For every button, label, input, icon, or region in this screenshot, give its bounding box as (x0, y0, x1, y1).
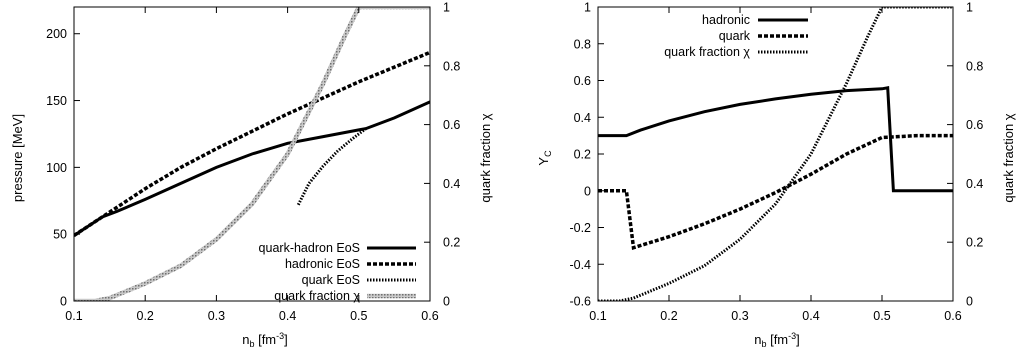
charge-series-quark-fraction (598, 7, 953, 301)
charge-y-tick-label: -0.2 (569, 221, 591, 235)
charge-y2-tick-label: 0.8 (966, 59, 983, 73)
pressure-y2-tick-label: 0.6 (443, 118, 460, 132)
pressure-x-tick-label: 0.2 (137, 309, 154, 323)
pressure-y2-tick-label: 0.8 (443, 59, 460, 73)
charge-y-axis-label: YC (536, 150, 553, 166)
pressure-series-quark-hadron-eos (74, 100, 430, 237)
charge-x-axis-label-unit: [fm (766, 332, 788, 347)
pressure-y-tick-label: 0 (60, 295, 67, 309)
legend-quark-hadron-eos: quark-hadron EoS (259, 241, 360, 255)
charge-x-tick-label: 0.5 (873, 309, 890, 323)
charge-x-tick-label: 0.4 (802, 309, 819, 323)
charge-y2-tick-label: 0.6 (966, 118, 983, 132)
charge-y-tick-label: 0 (584, 184, 591, 198)
charge-x-axis-label-sup: -3 (788, 331, 796, 341)
legend-quark-fraction: quark fraction χ (274, 289, 360, 303)
legend-quark-eos: quark EoS (302, 273, 360, 287)
charge-y2-axis-label: quark fraction χ (1001, 113, 1016, 202)
charge-y-axis-label-main: Y (536, 157, 551, 166)
charge-y-tick-label: 1 (584, 1, 591, 15)
charge-ticks-layer: 0.1 0.2 0.3 0.4 0.5 0.6 -0.6 -0.4 -0.2 0 0.2 0.4 0.6… (569, 1, 983, 324)
pressure-plot-frame (73, 6, 431, 302)
charge-y-tick-label: 0.2 (574, 148, 591, 162)
charge-x-axis-label-close: ] (796, 332, 800, 347)
pressure-x-axis-label-sup: -3 (276, 331, 284, 341)
pressure-series-quark-eos (296, 127, 367, 206)
legend-hadronic-eos: hadronic EoS (285, 257, 360, 271)
charge-y-axis-label-sub: C (543, 150, 553, 157)
charge-series-hadronic (598, 86, 953, 193)
charge-y-tick-label: 0.4 (574, 111, 591, 125)
charge-x-tick-label: 0.6 (944, 309, 961, 323)
charge-y2-tick-label: 0 (966, 295, 973, 309)
pressure-y2-axis-label: quark fraction χ (478, 113, 493, 202)
charge-series-quark (598, 133, 953, 250)
charge-y-tick-label: 0.6 (574, 74, 591, 88)
pressure-x-axis-label-close: ] (284, 332, 288, 347)
legend-quark-fraction-right: quark fraction χ (664, 45, 750, 59)
pressure-x-axis-label-unit: [fm (254, 332, 276, 347)
pressure-y2-tick-label: 0 (443, 295, 450, 309)
charge-x-axis-label: nb [fm-3] (754, 331, 800, 349)
pressure-y-tick-label: 200 (46, 27, 67, 41)
charge-x-tick-label: 0.3 (731, 309, 748, 323)
pressure-series-hadronic-eos (74, 50, 430, 237)
pressure-series-quark-fraction (74, 7, 430, 301)
pressure-x-tick-label: 0.6 (421, 309, 438, 323)
charge-y-tick-label: 0.8 (574, 37, 591, 51)
pressure-x-tick-label: 0.4 (279, 309, 296, 323)
pressure-y-tick-label: 100 (46, 161, 67, 175)
charge-x-tick-label: 0.1 (589, 309, 606, 323)
pressure-series-layer (74, 7, 430, 301)
charge-y2-tick-label: 1 (966, 1, 973, 15)
pressure-x-tick-label: 0.3 (208, 309, 225, 323)
charge-plot-frame (597, 6, 954, 302)
pressure-y2-tick-label: 1 (443, 1, 450, 15)
pressure-y-axis-label: pressure [MeV] (10, 114, 25, 202)
charge-y-tick-label: -0.4 (569, 258, 591, 272)
charge-y2-tick-label: 0.2 (966, 236, 983, 250)
pressure-x-axis-label: nb [fm-3] (242, 331, 288, 349)
pressure-chart: 0.1 0.2 0.3 0.4 0.5 0.6 0 50 100 150 200 0 0.2 0.4 0.6… (10, 1, 493, 350)
pressure-x-axis-label-sub: b (249, 339, 254, 349)
pressure-x-tick-label: 0.1 (65, 309, 82, 323)
pressure-ticks-layer: 0.1 0.2 0.3 0.4 0.5 0.6 0 50 100 150 200 0 0.2 0.4 0.6… (46, 1, 460, 324)
charge-x-tick-label: 0.2 (660, 309, 677, 323)
charge-series-layer (598, 7, 953, 301)
pressure-y2-tick-label: 0.2 (443, 236, 460, 250)
pressure-y2-tick-label: 0.4 (443, 177, 460, 191)
charge-legend: hadronic quark quark fraction χ (664, 13, 808, 59)
pressure-x-axis-label-main: n (242, 332, 249, 347)
pressure-y-tick-label: 50 (53, 228, 67, 242)
pressure-legend: quark-hadron EoS hadronic EoS quark EoS … (259, 241, 416, 303)
charge-y2-tick-label: 0.4 (966, 177, 983, 191)
charge-x-axis-label-sub: b (761, 339, 766, 349)
charge-x-axis-label-main: n (754, 332, 761, 347)
charge-y-tick-label: -0.6 (569, 295, 591, 309)
charge-fraction-chart: 0.1 0.2 0.3 0.4 0.5 0.6 -0.6 -0.4 -0.2 0 0.2 0.4 0.6… (536, 1, 1016, 350)
legend-hadronic: hadronic (702, 13, 750, 27)
legend-quark: quark (719, 29, 751, 43)
pressure-x-tick-label: 0.5 (350, 309, 367, 323)
pressure-y-tick-label: 150 (46, 94, 67, 108)
